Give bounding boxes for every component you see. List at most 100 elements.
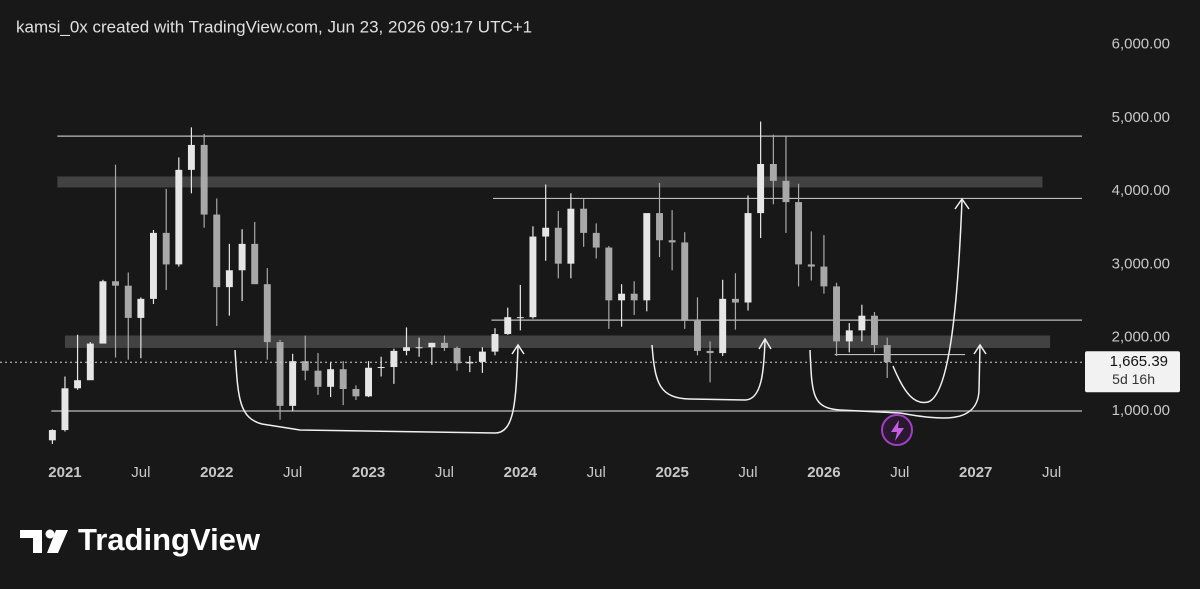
x-tick-label: 2024 — [504, 464, 538, 481]
candle-body — [61, 388, 69, 431]
zone — [64, 335, 1051, 348]
arrow-head — [954, 197, 970, 210]
cup-curve — [651, 339, 766, 401]
bolt — [891, 420, 904, 441]
candle-body — [175, 169, 183, 265]
candle-body — [681, 242, 689, 321]
candle-body — [390, 350, 398, 368]
candle-body — [238, 243, 246, 271]
candle-body — [327, 369, 335, 387]
cup-curve — [234, 345, 519, 434]
candle-body — [516, 317, 524, 319]
candle-body — [744, 213, 752, 303]
x-tick-label: Jul — [435, 464, 454, 481]
y-tick-label: 1,000.00 — [1112, 402, 1170, 419]
candle-body — [225, 270, 233, 288]
candle-body — [99, 281, 107, 344]
y-tick-label: 5,000.00 — [1112, 109, 1170, 126]
candle-body — [643, 213, 651, 301]
candle-body — [605, 247, 613, 301]
x-tick-label: 2025 — [655, 464, 688, 481]
x-tick-label: Jul — [587, 464, 606, 481]
candle-body — [871, 315, 878, 346]
x-tick-label: 2021 — [48, 464, 81, 481]
levels — [51, 135, 1082, 412]
candle-body — [757, 163, 765, 214]
candle-body — [200, 144, 208, 215]
candle-body — [858, 315, 866, 331]
candle-body — [542, 227, 550, 237]
candle-body — [149, 232, 157, 299]
candle-body — [213, 214, 221, 288]
axes: 1,000.00 2,000.00 3,000.00 4,000.00 5,000.00… — [0, 35, 1180, 481]
candle-body — [276, 342, 284, 406]
candle-body — [453, 347, 461, 364]
arrow-head — [758, 337, 772, 350]
arrow-head — [511, 343, 525, 355]
candle-body — [403, 347, 410, 351]
logo-mark — [47, 530, 68, 553]
candle-body — [263, 284, 271, 343]
candle-body — [377, 367, 385, 369]
candle-body — [694, 320, 701, 351]
candle-body — [782, 180, 790, 203]
x-tick-label: Jul — [131, 464, 150, 481]
x-tick-label: Jul — [738, 464, 757, 481]
x-tick-label: 2027 — [959, 464, 992, 481]
candle-body — [314, 370, 322, 387]
watermark-text: kamsi_0x created with TradingView.com, J… — [16, 17, 532, 36]
candle-body — [807, 264, 815, 267]
candle-body — [618, 293, 626, 301]
candle-body — [706, 350, 714, 354]
y-tick-label: 3,000.00 — [1112, 255, 1170, 272]
zone — [57, 176, 1043, 188]
candle-body — [251, 243, 259, 285]
last-price-label: 1,665.39 — [1110, 353, 1168, 370]
candle-body — [124, 285, 132, 318]
candle-body — [504, 317, 512, 335]
candle-body — [491, 334, 499, 352]
projection-curve — [892, 199, 963, 404]
candle-body — [554, 227, 562, 264]
candle-body — [162, 232, 170, 265]
logo-mark — [45, 529, 55, 539]
candle-body — [466, 361, 474, 364]
arrow-head — [973, 343, 987, 355]
x-tick-label: Jul — [1042, 464, 1061, 481]
alert-icon — [881, 414, 913, 446]
x-tick-label: Jul — [283, 464, 302, 481]
x-tick-label: 2023 — [352, 464, 385, 481]
candle-body — [289, 361, 297, 406]
candle-body — [428, 342, 436, 348]
candle-body — [137, 298, 145, 318]
candle-body — [769, 163, 777, 181]
candle-body — [48, 430, 56, 441]
candle-body — [795, 202, 803, 265]
candle-body — [833, 286, 840, 342]
candle-body — [339, 369, 347, 390]
y-tick-label: 2,000.00 — [1112, 329, 1170, 346]
logo-mark — [20, 530, 42, 553]
candle-body — [883, 345, 891, 363]
y-tick-label: 6,000.00 — [1112, 35, 1170, 52]
y-tick-label: 4,000.00 — [1112, 182, 1170, 199]
drawings — [234, 197, 987, 434]
x-tick-label: Jul — [890, 464, 909, 481]
logo: TradingView — [20, 522, 261, 557]
candle-body — [567, 208, 575, 264]
candle-body — [580, 208, 588, 233]
candle-body — [112, 281, 119, 286]
candle-body — [301, 361, 309, 371]
brand-name: TradingView — [78, 522, 261, 557]
candle-body — [187, 144, 195, 170]
candles — [48, 121, 891, 444]
candle-body — [352, 389, 360, 397]
candle-body — [365, 367, 373, 397]
candle-body — [592, 232, 600, 248]
candle-body — [820, 266, 828, 287]
candle-body — [74, 380, 82, 389]
candle-body — [440, 342, 448, 348]
